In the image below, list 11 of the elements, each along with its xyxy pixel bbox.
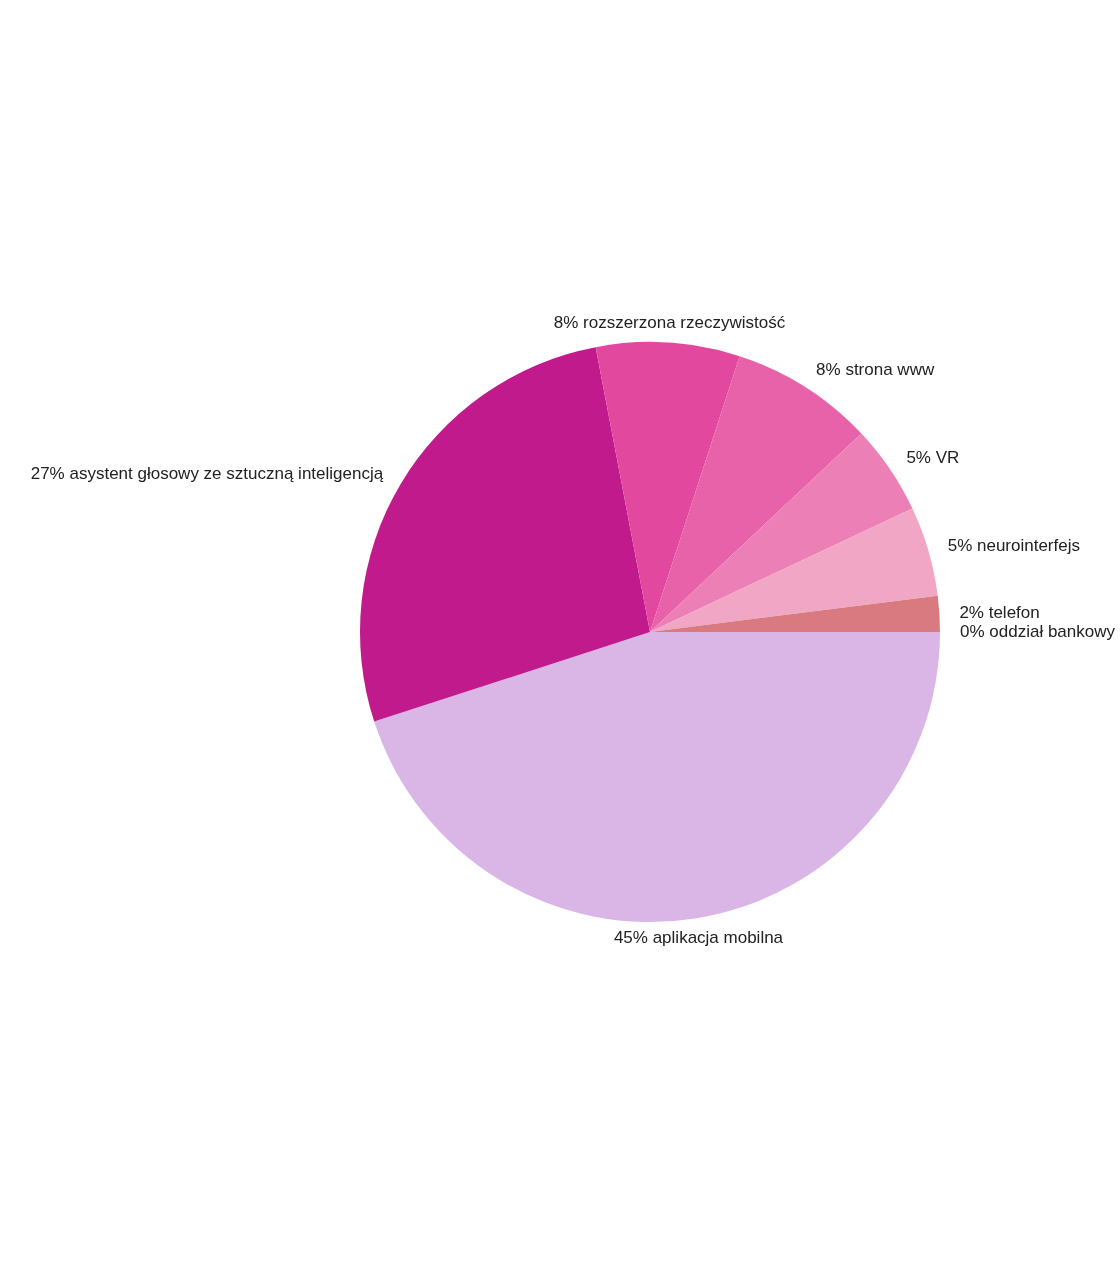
- slice-label: 5% VR: [906, 447, 960, 467]
- slice-label: 2% telefon: [959, 602, 1040, 622]
- slice-label: 8% rozszerzona rzeczywistość: [553, 312, 786, 332]
- text: 0% oddział bankowy: [960, 622, 1115, 641]
- slice-label: 5% neurointerfejs: [947, 535, 1080, 555]
- pie-slice: [650, 508, 938, 632]
- pie-slice: [595, 342, 740, 632]
- slice-label: 8% strona www: [816, 360, 935, 380]
- pie-slice: [374, 632, 940, 922]
- slice-label: 45% aplikacja mobilna: [613, 928, 784, 948]
- slice-label: 27% asystent głosowy ze sztuczną inteligencją: [30, 464, 384, 484]
